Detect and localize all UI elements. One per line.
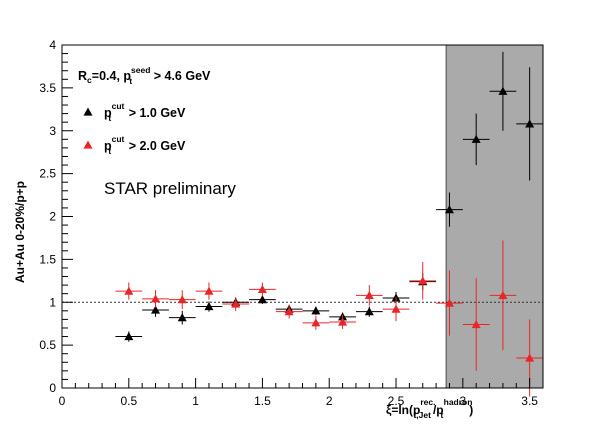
data-point	[311, 318, 321, 327]
data-point	[124, 332, 134, 341]
data-point	[498, 290, 508, 299]
y-tick-label: 1.5	[39, 252, 56, 266]
data-point	[151, 305, 161, 314]
data-point	[525, 119, 535, 128]
header-annotation: Rc=0.4, pseed t > 4.6 GeV	[78, 65, 211, 86]
data-point	[471, 320, 481, 329]
x-tick-label: 2.5	[388, 394, 405, 408]
data-point	[391, 304, 401, 313]
data-point	[364, 307, 374, 316]
y-axis-title: Au+Au 0-20%/p+p	[13, 181, 27, 283]
x-tick-label: 0.5	[120, 394, 137, 408]
y-tick-label: 0	[49, 381, 56, 395]
data-point	[124, 286, 134, 295]
y-tick-label: 3.5	[39, 81, 56, 95]
data-point	[257, 295, 267, 304]
x-tick-label: 0	[59, 394, 66, 408]
y-tick-label: 1	[49, 295, 56, 309]
data-point	[311, 306, 321, 315]
series-1	[115, 240, 543, 397]
legend-label-red: pcut t > 2.0 GeV	[104, 134, 186, 156]
data-point	[364, 290, 374, 299]
x-tick-label: 2	[326, 394, 333, 408]
y-tick-label: 4	[49, 38, 56, 52]
data-points-layer	[115, 51, 543, 397]
data-point	[444, 205, 454, 214]
x-tick-label: 1	[192, 394, 199, 408]
legend-marker-black	[83, 107, 93, 116]
legend-label-black: pcut t > 1.0 GeV	[104, 101, 186, 123]
data-point	[177, 295, 187, 304]
data-point	[418, 276, 428, 285]
series-0	[115, 51, 543, 342]
y-tick-label: 3	[49, 124, 56, 138]
x-tick-label: 3	[459, 394, 466, 408]
x-axis-title: ξ=ln(prec. t,Jet/phadron t)	[386, 397, 473, 420]
data-point	[471, 134, 481, 143]
x-tick-label: 1.5	[254, 394, 271, 408]
y-tick-label: 0.5	[39, 338, 56, 352]
data-point	[525, 353, 535, 362]
excluded-region-shading	[445, 44, 544, 389]
y-tick-label: 2	[49, 210, 56, 224]
data-point	[204, 302, 214, 311]
data-point	[498, 86, 508, 95]
data-point	[338, 317, 348, 326]
legend-marker-red	[83, 140, 93, 149]
data-point	[257, 284, 267, 293]
star-preliminary-label: STAR preliminary	[104, 179, 236, 198]
data-point	[204, 286, 214, 295]
axis-ticks-layer: 0 0.5 1 1.5 2 2.5 3 3.5 0 0.5 1 1.5 2 2.5 3 3.5 4	[39, 38, 544, 408]
data-point	[177, 313, 187, 322]
data-point	[284, 307, 294, 316]
legend: pcut t > 1.0 GeV pcut t > 2.0 GeV	[83, 101, 186, 156]
y-tick-label: 2.5	[39, 167, 56, 181]
data-point	[151, 294, 161, 303]
data-point	[231, 299, 241, 308]
data-point	[444, 298, 454, 307]
x-tick-label: 3.5	[521, 394, 538, 408]
